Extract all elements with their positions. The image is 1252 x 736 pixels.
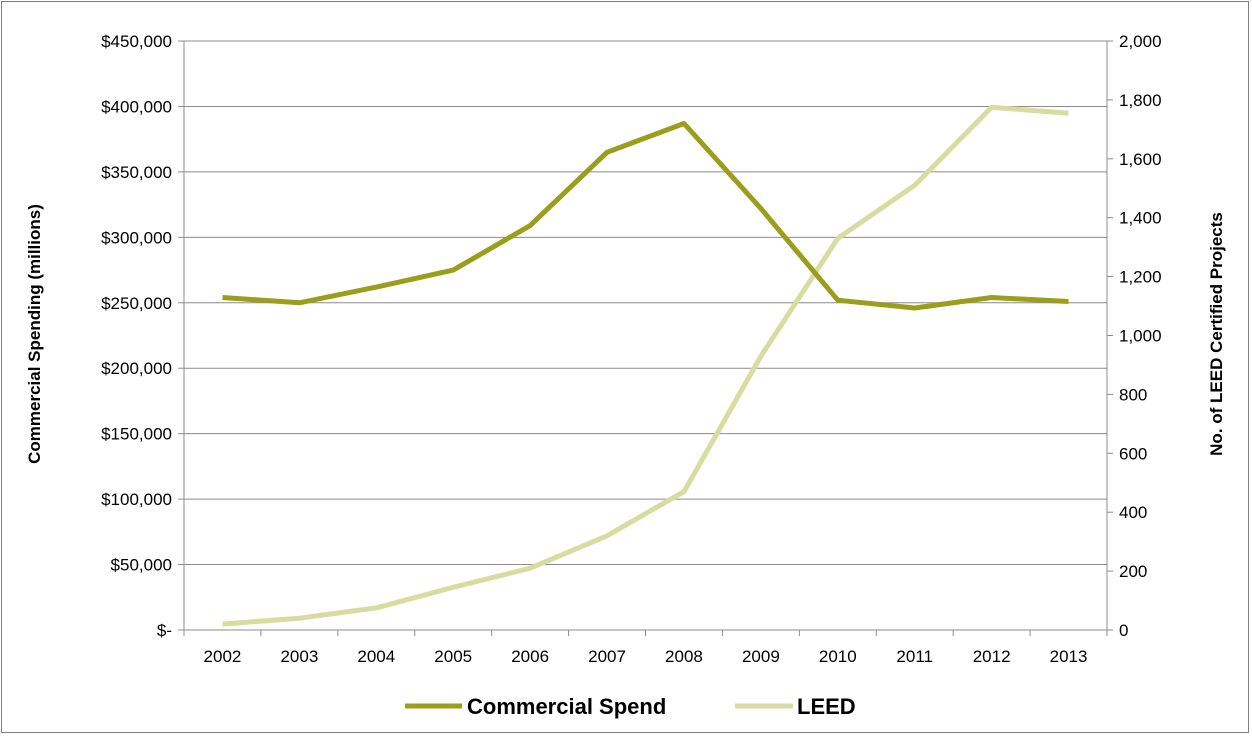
x-axis-ticks: 2002 2003 2004 2005 2006 2007 2008 2009 2010 2011… (183, 630, 1108, 666)
left-tick-label: $- (157, 621, 172, 640)
left-axis-title: Commercial Spending (millions) (25, 204, 44, 464)
right-tick-label: 1,600 (1119, 150, 1162, 169)
left-tick-label: $100,000 (101, 490, 172, 509)
x-tick-label: 2006 (511, 647, 549, 666)
series-line-commercial-spend (222, 121, 1069, 311)
series-lines (222, 104, 1069, 627)
right-tick-label: 1,400 (1119, 209, 1162, 228)
legend: Commercial Spend LEED (405, 694, 856, 719)
right-tick-label: 800 (1119, 385, 1147, 404)
x-tick-label: 2009 (742, 647, 780, 666)
right-tick-label: 2,000 (1119, 32, 1162, 51)
x-tick-label: 2008 (665, 647, 703, 666)
x-tick-label: 2007 (588, 647, 626, 666)
x-tick-label: 2004 (357, 647, 395, 666)
left-tick-label: $200,000 (101, 359, 172, 378)
x-tick-label: 2013 (1050, 647, 1088, 666)
right-tick-label: 600 (1119, 444, 1147, 463)
x-tick-label: 2003 (280, 647, 318, 666)
right-tick-label: 1,800 (1119, 91, 1162, 110)
right-tick-label: 0 (1119, 621, 1128, 640)
x-tick-label: 2002 (204, 647, 242, 666)
right-axis-ticks: 0 200 400 600 800 1,000 1,200 1,400 1,600 1,800 2,… (1107, 32, 1162, 640)
left-tick-label: $150,000 (101, 425, 172, 444)
series-line-leed (222, 104, 1069, 627)
right-tick-label: 1,000 (1119, 327, 1162, 346)
legend-label-commercial-spend: Commercial Spend (467, 694, 666, 719)
right-tick-label: 200 (1119, 562, 1147, 581)
left-tick-label: $50,000 (111, 556, 172, 575)
right-tick-label: 400 (1119, 503, 1147, 522)
left-axis-ticks: $- $50,000 $100,000 $150,000 $200,000 $250,00… (101, 32, 184, 640)
legend-label-leed: LEED (797, 694, 856, 719)
left-tick-label: $400,000 (101, 97, 172, 116)
left-tick-label: $250,000 (101, 294, 172, 313)
left-tick-label: $350,000 (101, 163, 172, 182)
x-tick-label: 2012 (973, 647, 1011, 666)
x-tick-label: 2010 (819, 647, 857, 666)
x-tick-label: 2005 (434, 647, 472, 666)
right-axis-title: No. of LEED Certified Projects (1207, 212, 1226, 456)
left-tick-label: $450,000 (101, 32, 172, 51)
x-tick-label: 2011 (896, 647, 933, 666)
gridlines (184, 40, 1107, 566)
left-tick-label: $300,000 (101, 228, 172, 247)
right-tick-label: 1,200 (1119, 268, 1162, 287)
